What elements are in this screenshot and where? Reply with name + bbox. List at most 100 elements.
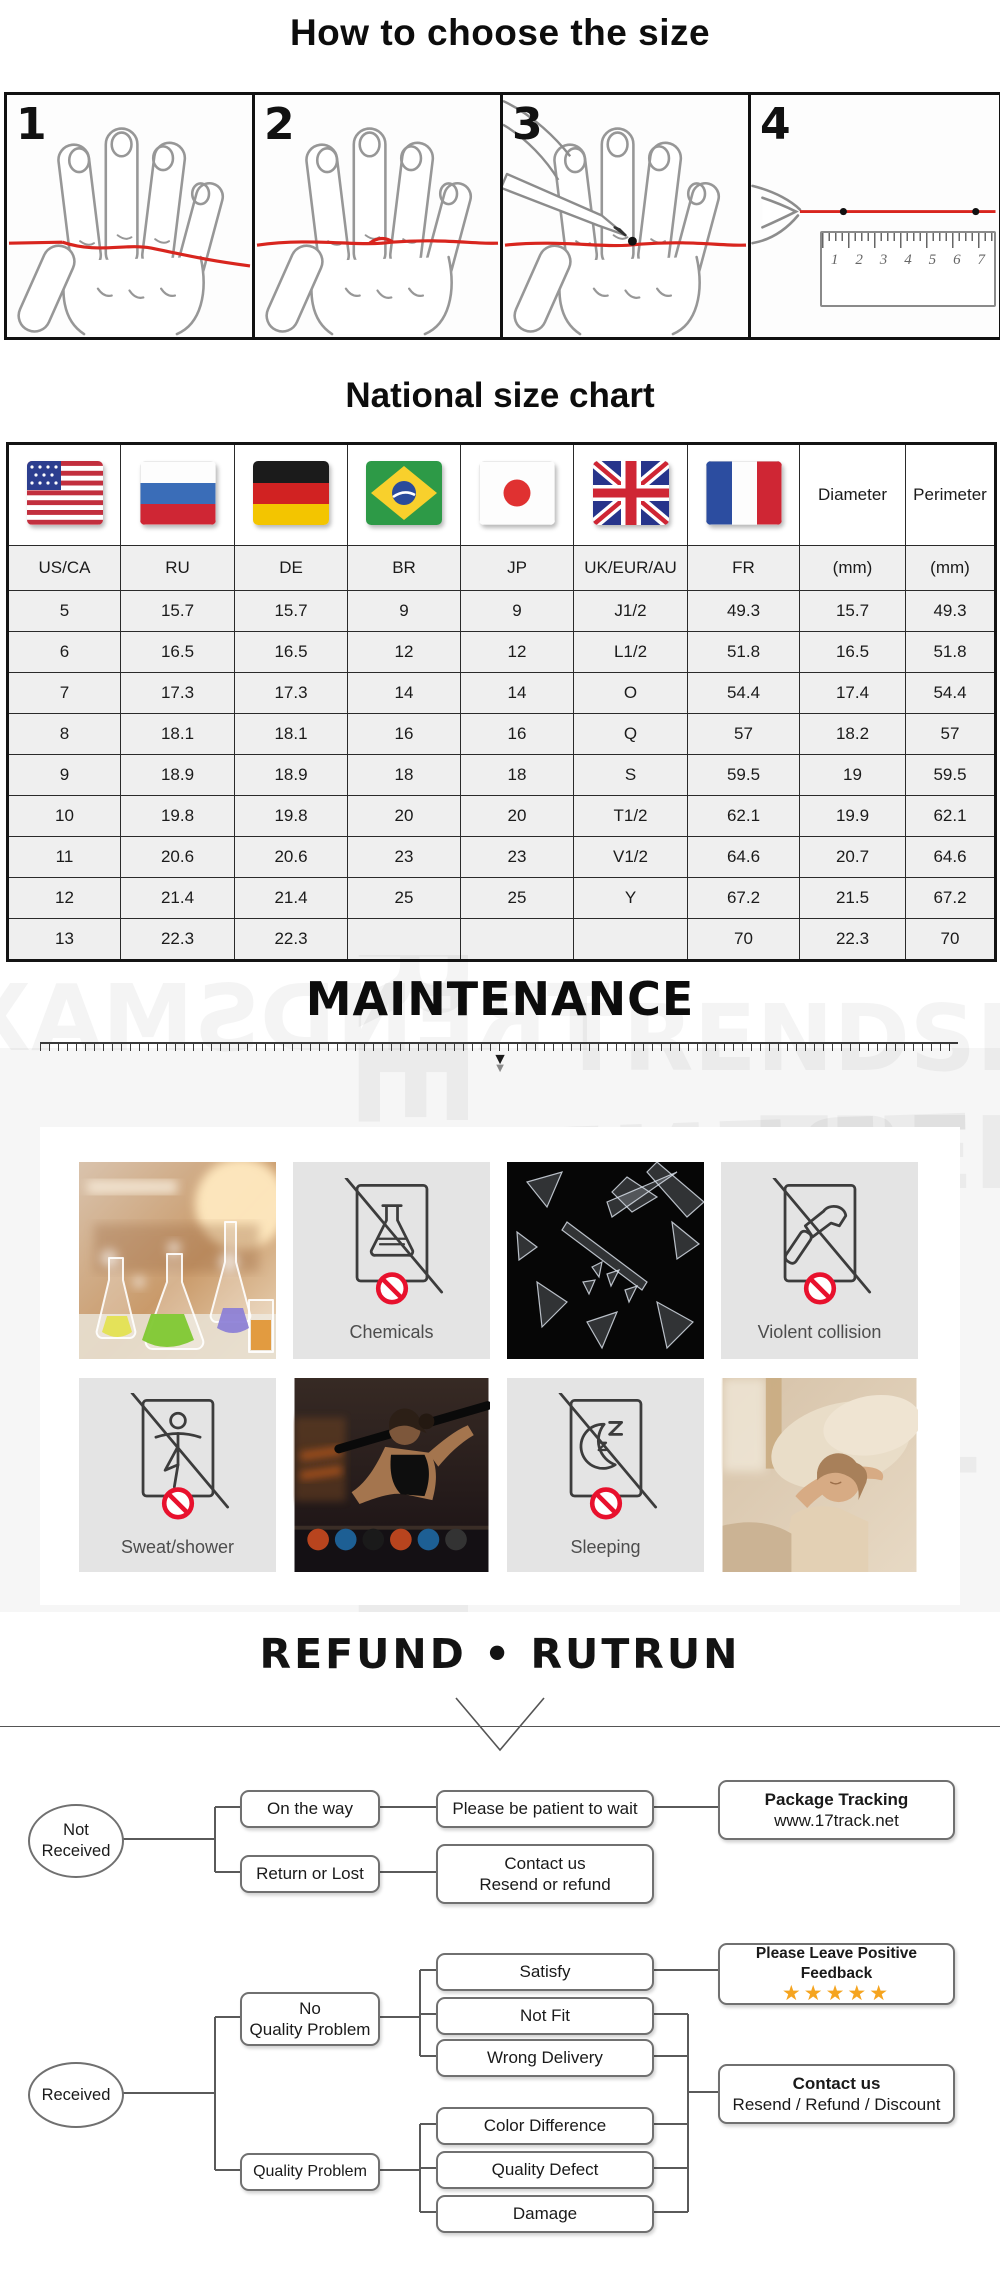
size-cell: 54.4 [905,672,996,714]
size-cell: 59.5 [905,754,996,796]
table-row: 6 16.5 16.5 12 12 L1/2 51.8 16.5 51.8 [7,631,996,673]
ruler: 1 2 3 4 5 6 7 [820,230,996,308]
size-cell: L1/2 [573,631,688,673]
gym-photo-tile [293,1378,490,1572]
ruler-number: 1 [830,251,839,268]
table-row: 9 18.9 18.9 18 18 S 59.5 19 59.5 [7,754,996,796]
chemistry-lab-photo [79,1162,276,1359]
size-cell: 20.6 [120,836,235,878]
size-cell: 20.7 [799,836,906,878]
column-header: DE [234,545,348,591]
brazil-flag-icon [366,460,442,525]
no-sleeping-icon [558,1392,657,1519]
quality-problem-node: Quality Problem [240,2153,380,2191]
size-cell: O [573,672,688,714]
size-guide-title: How to choose the size [289,12,711,53]
size-cell: 6 [7,631,121,673]
ruler-number: 6 [953,251,961,268]
size-cell: 12 [347,631,461,673]
tile-label: Chemicals [349,1322,434,1342]
size-cell: 19.8 [234,795,348,837]
broken-glass-photo-tile [507,1162,704,1359]
size-cell: 64.6 [687,836,800,878]
size-cell: 12 [7,877,121,919]
table-row: 7 17.3 17.3 14 14 O 54.4 17.4 54.4 [7,672,996,714]
size-cell: 49.3 [905,590,996,632]
size-cell: S [573,754,688,796]
perimeter-header: Perimeter [905,443,996,546]
violent-collision-tile: Violent collision [721,1162,918,1359]
shattered-glass-photo [507,1162,704,1359]
size-cell: 22.3 [799,918,906,961]
us-flag-icon [26,460,103,525]
not-received-node: Not Received [28,1804,124,1878]
column-header: JP [460,545,574,591]
ruler-number: 7 [977,251,986,268]
column-header: US/CA [7,545,121,591]
germany-flag-icon [253,460,329,525]
size-cell: Y [573,877,688,919]
column-header: BR [347,545,461,591]
size-cell: 62.1 [905,795,996,837]
size-cell: 18.2 [799,713,906,755]
size-cell: 15.7 [120,590,235,632]
size-cell: 10 [7,795,121,837]
size-cell: Q [573,713,688,755]
size-cell: 14 [347,672,461,714]
uk-flag-icon [588,456,673,529]
france-flag-icon [705,460,782,525]
size-cell: 67.2 [687,877,800,919]
size-rows: 5 15.7 15.7 9 9 J1/2 49.3 15.7 49.3 6 16.5 16.5 12 12… [7,590,996,961]
step-number: 4 [760,99,791,150]
size-cell: 57 [687,713,800,755]
ruler-number: 4 [904,251,912,268]
step-number: 3 [512,99,543,150]
contact-us-discount-node: Contact us Resend / Refund / Discount [718,2064,955,2124]
sleeping-person-photo [722,1378,918,1572]
size-cell: 17.3 [120,672,235,714]
on-the-way-node: On the way [240,1790,380,1828]
positive-feedback-node: Please Leave Positive Feedback ★★★★★ [718,1943,955,2005]
hand-thread-illustration [8,127,251,337]
size-cell: 20 [347,795,461,837]
size-cell: 57 [905,713,996,755]
size-cell: 18.1 [120,713,235,755]
size-cell: 21.5 [799,877,906,919]
size-cell: 23 [460,836,574,878]
sweat-shower-tile: Sweat/shower [79,1378,276,1572]
refund-title: REFUND • RUTRUN [259,1630,741,1678]
size-cell: 70 [905,918,996,961]
step-number: 1 [16,99,47,150]
ruler-number: 3 [879,251,888,268]
maintenance-panel: Chemicals [40,1127,960,1605]
package-tracking-node: Package Tracking www.17track.net [718,1780,955,1840]
step-4-panel: 4 1 2 3 4 5 6 7 [751,95,999,337]
ruler-numbers: 1 2 3 4 5 6 7 [822,252,993,269]
size-cell: 11 [7,836,121,878]
size-cell: 51.8 [687,631,800,673]
table-row: 8 18.1 18.1 16 16 Q 57 18.2 57 [7,713,996,755]
size-cell: 18.1 [234,713,348,755]
table-row: 13 22.3 22.3 70 22.3 70 [7,918,996,961]
size-cell: 70 [687,918,800,961]
size-cell: T1/2 [573,795,688,837]
size-cell: 18.9 [120,754,235,796]
table-row: 10 19.8 19.8 20 20 T1/2 62.1 19.9 62.1 [7,795,996,837]
no-quality-problem-node: No Quality Problem [240,1992,380,2046]
column-header-row: US/CA RU DE BR JP UK/EUR/AU FR (mm) (mm) [7,545,996,591]
size-cell: 22.3 [234,918,348,961]
tile-label: Sleeping [570,1536,641,1557]
size-cell: 8 [7,713,121,755]
size-cell: 17.4 [799,672,906,714]
sleeping-photo-tile [721,1378,918,1572]
size-cell: 22.3 [120,918,235,961]
size-cell: 18.9 [234,754,348,796]
size-cell [347,918,461,961]
workout-photo [294,1378,490,1572]
size-chart-title: National size chart [345,376,655,415]
color-difference-node: Color Difference [436,2107,654,2145]
table-row: 5 15.7 15.7 9 9 J1/2 49.3 15.7 49.3 [7,590,996,632]
tile-label: Sweat/shower [120,1536,235,1557]
size-cell: J1/2 [573,590,688,632]
